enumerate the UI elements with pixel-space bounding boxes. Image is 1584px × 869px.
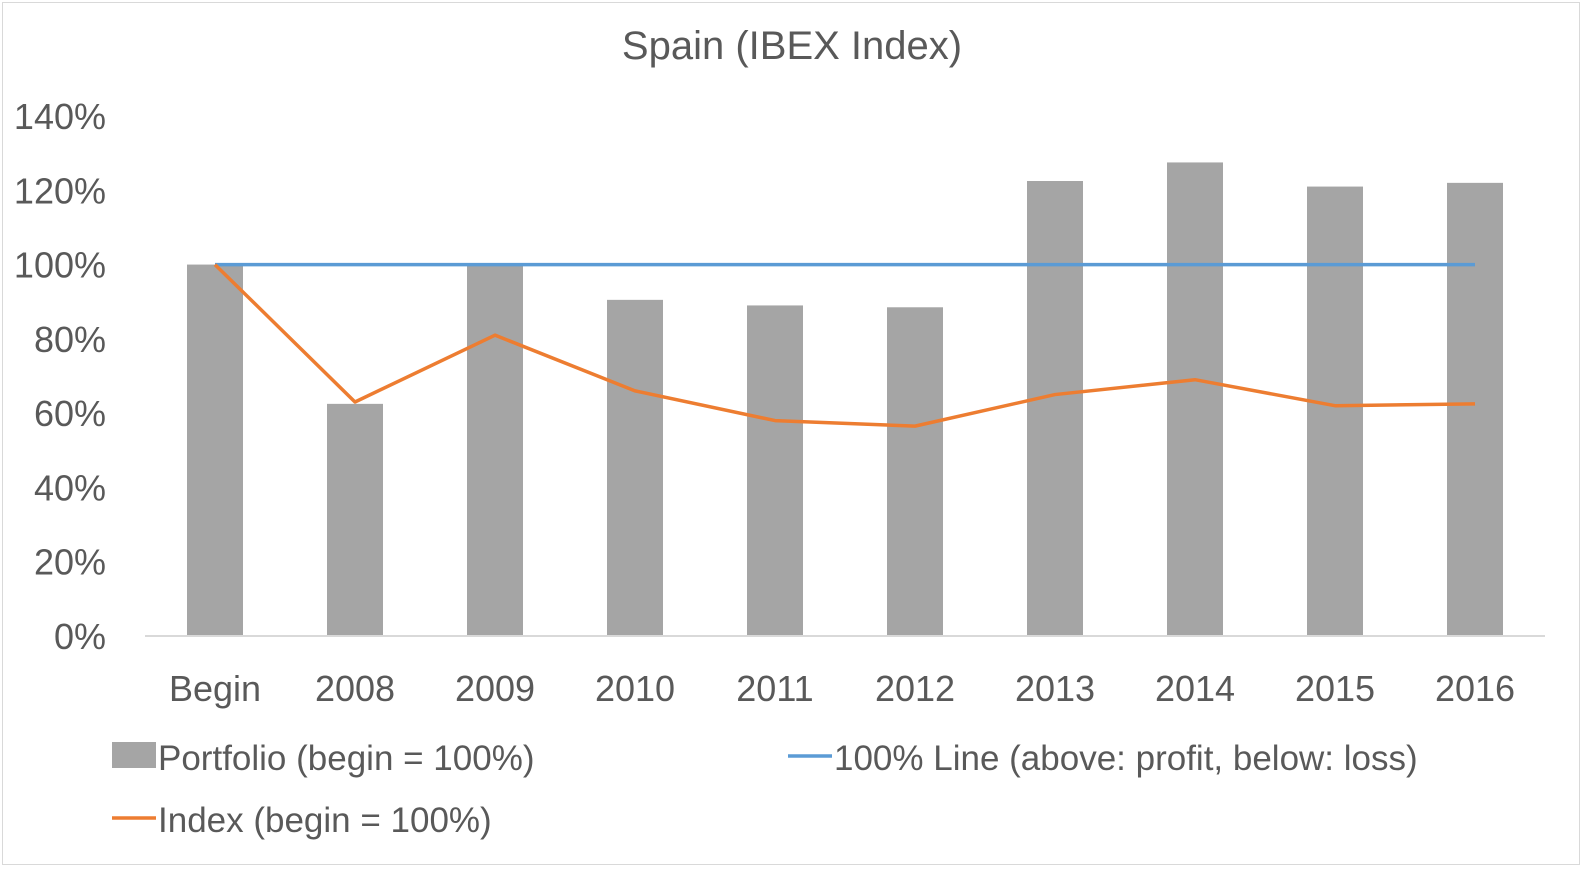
portfolio-bar [1447, 182, 1503, 636]
portfolio-bar [747, 305, 803, 636]
portfolio-bar [1027, 181, 1083, 636]
portfolio-bar [1307, 186, 1363, 637]
x-tick-label: 2013 [1015, 668, 1095, 709]
portfolio-bar [467, 264, 523, 636]
index-line [213, 263, 1476, 428]
legend: Portfolio (begin = 100%) 100% Line (above… [112, 739, 1418, 840]
legend-label: Index (begin = 100%) [158, 801, 492, 840]
x-tick-label: 2010 [595, 668, 675, 709]
x-tick-label: 2009 [455, 668, 535, 709]
portfolio-bar [887, 307, 943, 636]
y-tick-label: 80% [34, 319, 106, 360]
y-tick-label: 0% [54, 616, 106, 657]
y-tick-label: 60% [34, 393, 106, 434]
legend-swatch-bar [112, 742, 156, 768]
y-tick-label: 100% [14, 245, 106, 286]
portfolio-bar [187, 264, 243, 636]
x-tick-label: 2012 [875, 668, 955, 709]
chart-title: Spain (IBEX Index) [621, 24, 963, 68]
portfolio-bar [1167, 162, 1223, 636]
x-tick-label: 2014 [1155, 668, 1235, 709]
x-tick-label: 2011 [736, 668, 813, 709]
x-tick-label: 2008 [315, 668, 395, 709]
y-tick-label: 40% [34, 467, 106, 508]
y-tick-label: 140% [14, 96, 106, 137]
x-tick-label: 2016 [1435, 668, 1515, 709]
y-tick-label: 20% [34, 542, 106, 583]
x-tick-label: Begin [169, 668, 261, 709]
y-tick-label: 120% [14, 170, 106, 211]
legend-label: 100% Line (above: profit, below: loss) [834, 739, 1418, 778]
y-axis-ticks: 0% 20% 40% 60% 80% 100% 120% 140% [14, 96, 106, 657]
portfolio-bar [607, 299, 663, 636]
portfolio-bar [327, 403, 383, 636]
legend-label: Portfolio (begin = 100%) [158, 739, 534, 778]
portfolio-bars [187, 162, 1503, 637]
x-tick-label: 2015 [1295, 668, 1375, 709]
x-axis-ticks: Begin 2008 2009 2010 2011 2012 2013 2014 2015 201… [169, 668, 1515, 709]
series-lines [213, 262, 1476, 428]
